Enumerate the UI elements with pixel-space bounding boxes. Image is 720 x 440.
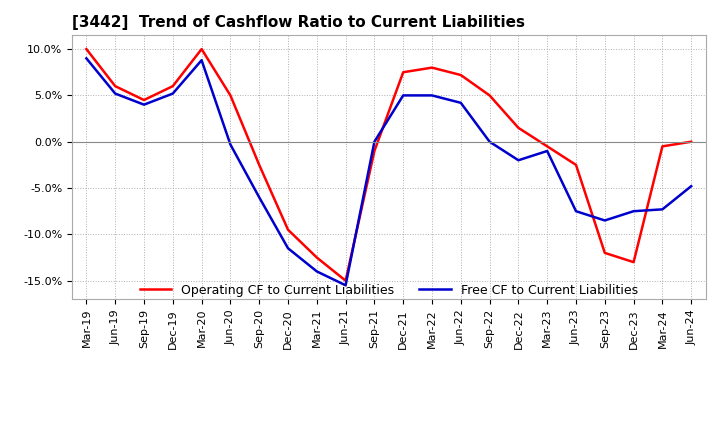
Operating CF to Current Liabilities	[111, 84, 120, 89]
Line: Operating CF to Current Liabilities: Operating CF to Current Liabilities	[86, 49, 691, 281]
Free CF to Current Liabilities	[428, 93, 436, 98]
Operating CF to Current Liabilities	[687, 139, 696, 144]
Operating CF to Current Liabilities	[341, 278, 350, 283]
Free CF to Current Liabilities	[168, 91, 177, 96]
Operating CF to Current Liabilities	[226, 93, 235, 98]
Operating CF to Current Liabilities	[370, 148, 379, 154]
Legend: Operating CF to Current Liabilities, Free CF to Current Liabilities: Operating CF to Current Liabilities, Fre…	[135, 279, 643, 302]
Free CF to Current Liabilities	[543, 148, 552, 154]
Operating CF to Current Liabilities	[168, 84, 177, 89]
Free CF to Current Liabilities	[255, 194, 264, 200]
Operating CF to Current Liabilities	[140, 97, 148, 103]
Free CF to Current Liabilities	[111, 91, 120, 96]
Free CF to Current Liabilities	[312, 269, 321, 274]
Free CF to Current Liabilities	[456, 100, 465, 106]
Free CF to Current Liabilities	[370, 139, 379, 144]
Text: [3442]  Trend of Cashflow Ratio to Current Liabilities: [3442] Trend of Cashflow Ratio to Curren…	[72, 15, 525, 30]
Free CF to Current Liabilities	[197, 58, 206, 63]
Free CF to Current Liabilities	[140, 102, 148, 107]
Free CF to Current Liabilities	[572, 209, 580, 214]
Operating CF to Current Liabilities	[514, 125, 523, 131]
Operating CF to Current Liabilities	[485, 93, 494, 98]
Line: Free CF to Current Liabilities: Free CF to Current Liabilities	[86, 59, 691, 285]
Operating CF to Current Liabilities	[399, 70, 408, 75]
Operating CF to Current Liabilities	[197, 47, 206, 52]
Free CF to Current Liabilities	[399, 93, 408, 98]
Free CF to Current Liabilities	[82, 56, 91, 61]
Operating CF to Current Liabilities	[255, 162, 264, 168]
Free CF to Current Liabilities	[629, 209, 638, 214]
Free CF to Current Liabilities	[514, 158, 523, 163]
Operating CF to Current Liabilities	[82, 47, 91, 52]
Operating CF to Current Liabilities	[572, 162, 580, 168]
Free CF to Current Liabilities	[284, 246, 292, 251]
Operating CF to Current Liabilities	[284, 227, 292, 232]
Operating CF to Current Liabilities	[600, 250, 609, 256]
Free CF to Current Liabilities	[485, 139, 494, 144]
Operating CF to Current Liabilities	[658, 144, 667, 149]
Free CF to Current Liabilities	[226, 142, 235, 147]
Operating CF to Current Liabilities	[456, 73, 465, 78]
Free CF to Current Liabilities	[687, 183, 696, 189]
Operating CF to Current Liabilities	[543, 144, 552, 149]
Free CF to Current Liabilities	[600, 218, 609, 223]
Free CF to Current Liabilities	[658, 207, 667, 212]
Operating CF to Current Liabilities	[312, 255, 321, 260]
Free CF to Current Liabilities	[341, 282, 350, 288]
Operating CF to Current Liabilities	[629, 260, 638, 265]
Operating CF to Current Liabilities	[428, 65, 436, 70]
